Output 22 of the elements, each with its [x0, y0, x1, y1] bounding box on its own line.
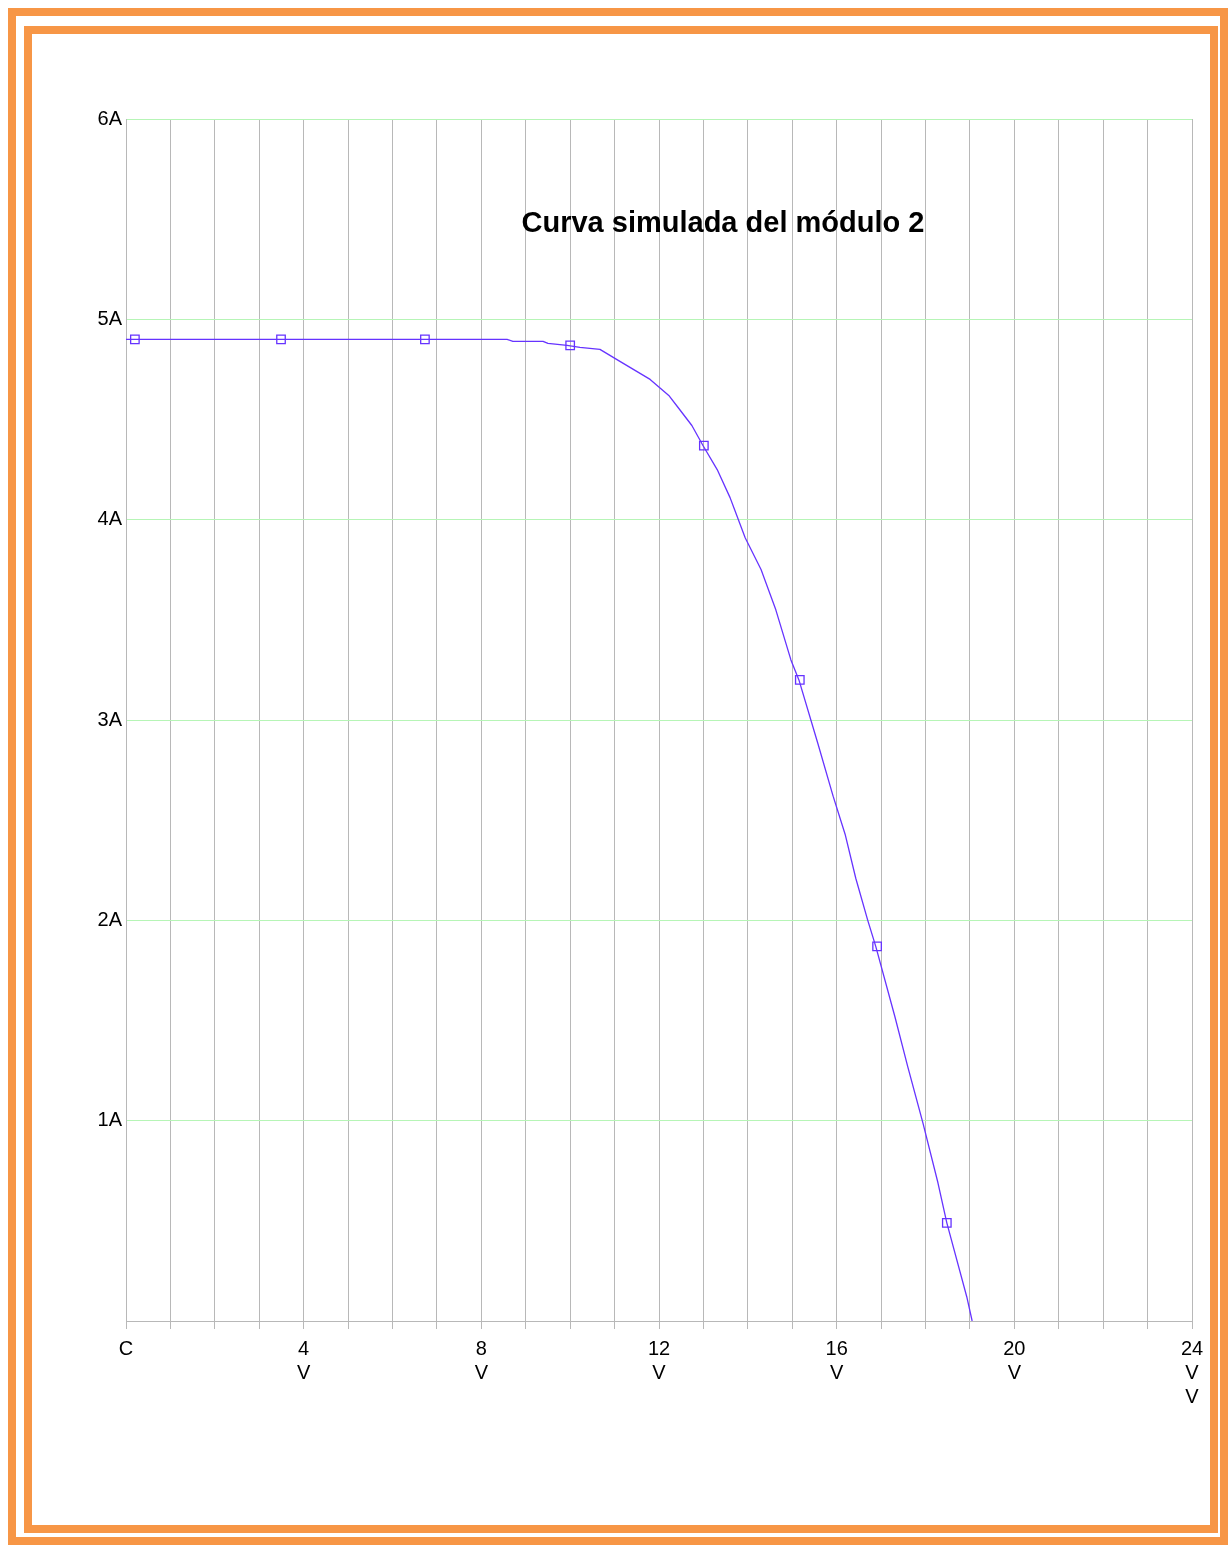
x-tick-label: C — [118, 1336, 134, 1359]
x-tick-label: 16 V — [825, 1336, 848, 1383]
y-tick-label: 3A — [97, 707, 123, 730]
text: Curva simulada del módulo 2 — [521, 205, 925, 238]
y-tick-label: 4A — [97, 507, 123, 530]
point — [941, 1217, 952, 1228]
point — [872, 941, 882, 952]
x-tick-label: 20 V — [1003, 1336, 1026, 1383]
y-tick-label: 1A — [97, 1108, 123, 1131]
x-tick-label: 12 V — [647, 1336, 671, 1383]
point — [565, 340, 576, 351]
point — [129, 334, 140, 345]
point — [276, 334, 286, 345]
point — [420, 334, 430, 345]
y-tick-label: 2A — [97, 907, 123, 930]
point — [698, 440, 709, 451]
y-tick-label: 5A — [97, 306, 123, 329]
y-tick-label: 6A — [97, 106, 123, 129]
x-tick-label: 8 V — [474, 1336, 489, 1383]
x-tick-label: 24 V V — [1180, 1336, 1204, 1407]
point — [794, 675, 805, 685]
x-tick-label: 4 V — [296, 1336, 311, 1383]
